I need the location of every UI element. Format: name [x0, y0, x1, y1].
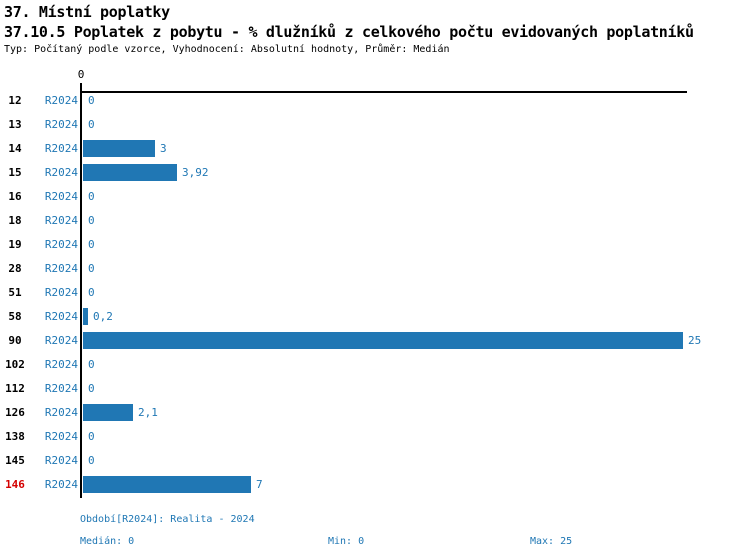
chart-row: 126 R2024 2,1 [0, 401, 750, 425]
row-category-label: 138 [5, 430, 25, 443]
chart-row: 90 R2024 25 [0, 329, 750, 353]
row-value-label: 3,92 [182, 166, 209, 179]
row-category-label: 145 [5, 454, 25, 467]
row-value-label: 3 [160, 142, 167, 155]
row-category-label: 16 [8, 190, 22, 203]
row-value-label: 0 [88, 214, 95, 227]
row-category-label: 13 [8, 118, 22, 131]
chart-row: 18 R2024 0 [0, 209, 750, 233]
row-category-label: 51 [8, 286, 22, 299]
chart-row: 146 R2024 7 [0, 473, 750, 497]
chart-row: 138 R2024 0 [0, 425, 750, 449]
chart-row: 12 R2024 0 [0, 89, 750, 113]
report-meta-line: Typ: Počítaný podle vzorce, Vyhodnocení:… [4, 44, 450, 55]
chart-row: 28 R2024 0 [0, 257, 750, 281]
chart-row: 15 R2024 3,92 [0, 161, 750, 185]
row-value-label: 0 [88, 430, 95, 443]
row-series-label: R2024 [44, 214, 78, 227]
row-series-label: R2024 [44, 478, 78, 491]
row-series-label: R2024 [44, 166, 78, 179]
row-bar [83, 404, 133, 421]
row-category-label: 14 [8, 142, 22, 155]
row-value-label: 7 [256, 478, 263, 491]
footer-min-label: Min: 0 [328, 536, 365, 547]
row-value-label: 25 [688, 334, 702, 347]
chart-row: 14 R2024 3 [0, 137, 750, 161]
row-series-label: R2024 [44, 406, 78, 419]
row-value-label: 0 [88, 382, 95, 395]
chart-row: 16 R2024 0 [0, 185, 750, 209]
row-category-label: 112 [5, 382, 25, 395]
row-series-label: R2024 [44, 190, 78, 203]
row-category-label: 28 [8, 262, 22, 275]
row-category-label: 58 [8, 310, 22, 323]
row-bar [83, 164, 177, 181]
row-bar [83, 308, 88, 325]
row-series-label: R2024 [44, 382, 78, 395]
footer-median-label: Medián: 0 [80, 536, 135, 547]
row-series-label: R2024 [44, 430, 78, 443]
row-series-label: R2024 [44, 238, 78, 251]
row-value-label: 0 [88, 286, 95, 299]
report-subtitle: 37.10.5 Poplatek z pobytu - % dlužníků z… [4, 23, 694, 41]
row-value-label: 0 [88, 358, 95, 371]
row-value-label: 0 [88, 454, 95, 467]
row-series-label: R2024 [44, 118, 78, 131]
row-value-label: 0 [88, 238, 95, 251]
x-axis-line [80, 91, 687, 93]
row-category-label: 12 [8, 94, 22, 107]
row-category-label: 90 [8, 334, 22, 347]
y-axis-line [80, 83, 82, 498]
row-value-label: 0 [88, 94, 95, 107]
row-series-label: R2024 [44, 286, 78, 299]
report-title: 37. Místní poplatky [4, 3, 170, 21]
row-category-label: 126 [5, 406, 25, 419]
row-series-label: R2024 [44, 358, 78, 371]
footer-max-label: Max: 25 [530, 536, 573, 547]
row-series-label: R2024 [44, 142, 78, 155]
row-category-label: 18 [8, 214, 22, 227]
row-series-label: R2024 [44, 310, 78, 323]
row-value-label: 0 [88, 118, 95, 131]
chart-row: 19 R2024 0 [0, 233, 750, 257]
chart-row: 112 R2024 0 [0, 377, 750, 401]
row-category-label: 19 [8, 238, 22, 251]
row-series-label: R2024 [44, 454, 78, 467]
row-category-label: 15 [8, 166, 22, 179]
row-category-label: 146 [5, 478, 25, 491]
chart-row: 102 R2024 0 [0, 353, 750, 377]
chart-row: 58 R2024 0,2 [0, 305, 750, 329]
row-bar [83, 476, 251, 493]
row-category-label: 102 [5, 358, 25, 371]
row-value-label: 0 [88, 190, 95, 203]
row-value-label: 2,1 [138, 406, 158, 419]
chart-row: 13 R2024 0 [0, 113, 750, 137]
row-series-label: R2024 [44, 334, 78, 347]
row-series-label: R2024 [44, 94, 78, 107]
row-bar [83, 140, 155, 157]
row-series-label: R2024 [44, 262, 78, 275]
footer-period-label: Období[R2024]: Realita - 2024 [80, 514, 255, 525]
row-value-label: 0,2 [93, 310, 113, 323]
chart-row: 145 R2024 0 [0, 449, 750, 473]
row-bar [83, 332, 683, 349]
chart-row: 51 R2024 0 [0, 281, 750, 305]
x-axis-origin-tick-label: 0 [77, 68, 85, 81]
row-value-label: 0 [88, 262, 95, 275]
